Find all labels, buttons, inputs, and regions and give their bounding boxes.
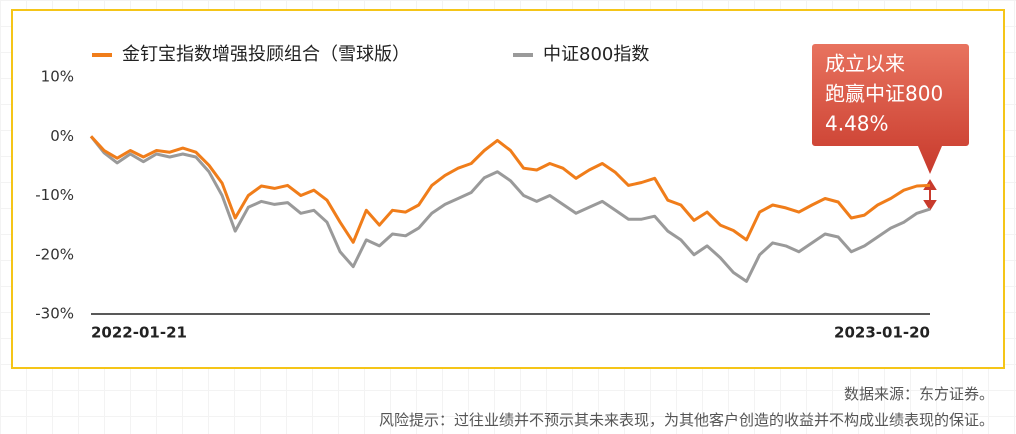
series-line	[89, 135, 931, 283]
annotation-box	[812, 44, 969, 174]
gap-arrow	[923, 179, 937, 211]
annotation-text: 成立以来	[825, 52, 905, 76]
annotation-text: 4.48%	[825, 112, 889, 136]
disclaimer: 风险提示：过往业绩并不预示其未来表现，为其他客户创造的收益并不构成业绩表现的保证…	[378, 411, 994, 429]
series-line	[89, 135, 931, 244]
source-note: 数据来源：东方证券。	[843, 385, 994, 403]
x-tick-label: 2023-01-20	[834, 324, 930, 342]
legend-label: 金钉宝指数增强投顾组合（雪球版）	[122, 44, 410, 65]
y-tick-label: 10%	[41, 68, 74, 86]
y-tick-label: -10%	[35, 186, 74, 204]
y-tick-label: -30%	[35, 305, 74, 323]
x-tick-label: 2022-01-21	[91, 324, 187, 342]
y-tick-label: 0%	[50, 127, 74, 145]
annotation-text: 跑赢中证800	[825, 82, 943, 106]
legend-label: 中证800指数	[543, 44, 649, 65]
y-tick-label: -20%	[35, 245, 74, 263]
